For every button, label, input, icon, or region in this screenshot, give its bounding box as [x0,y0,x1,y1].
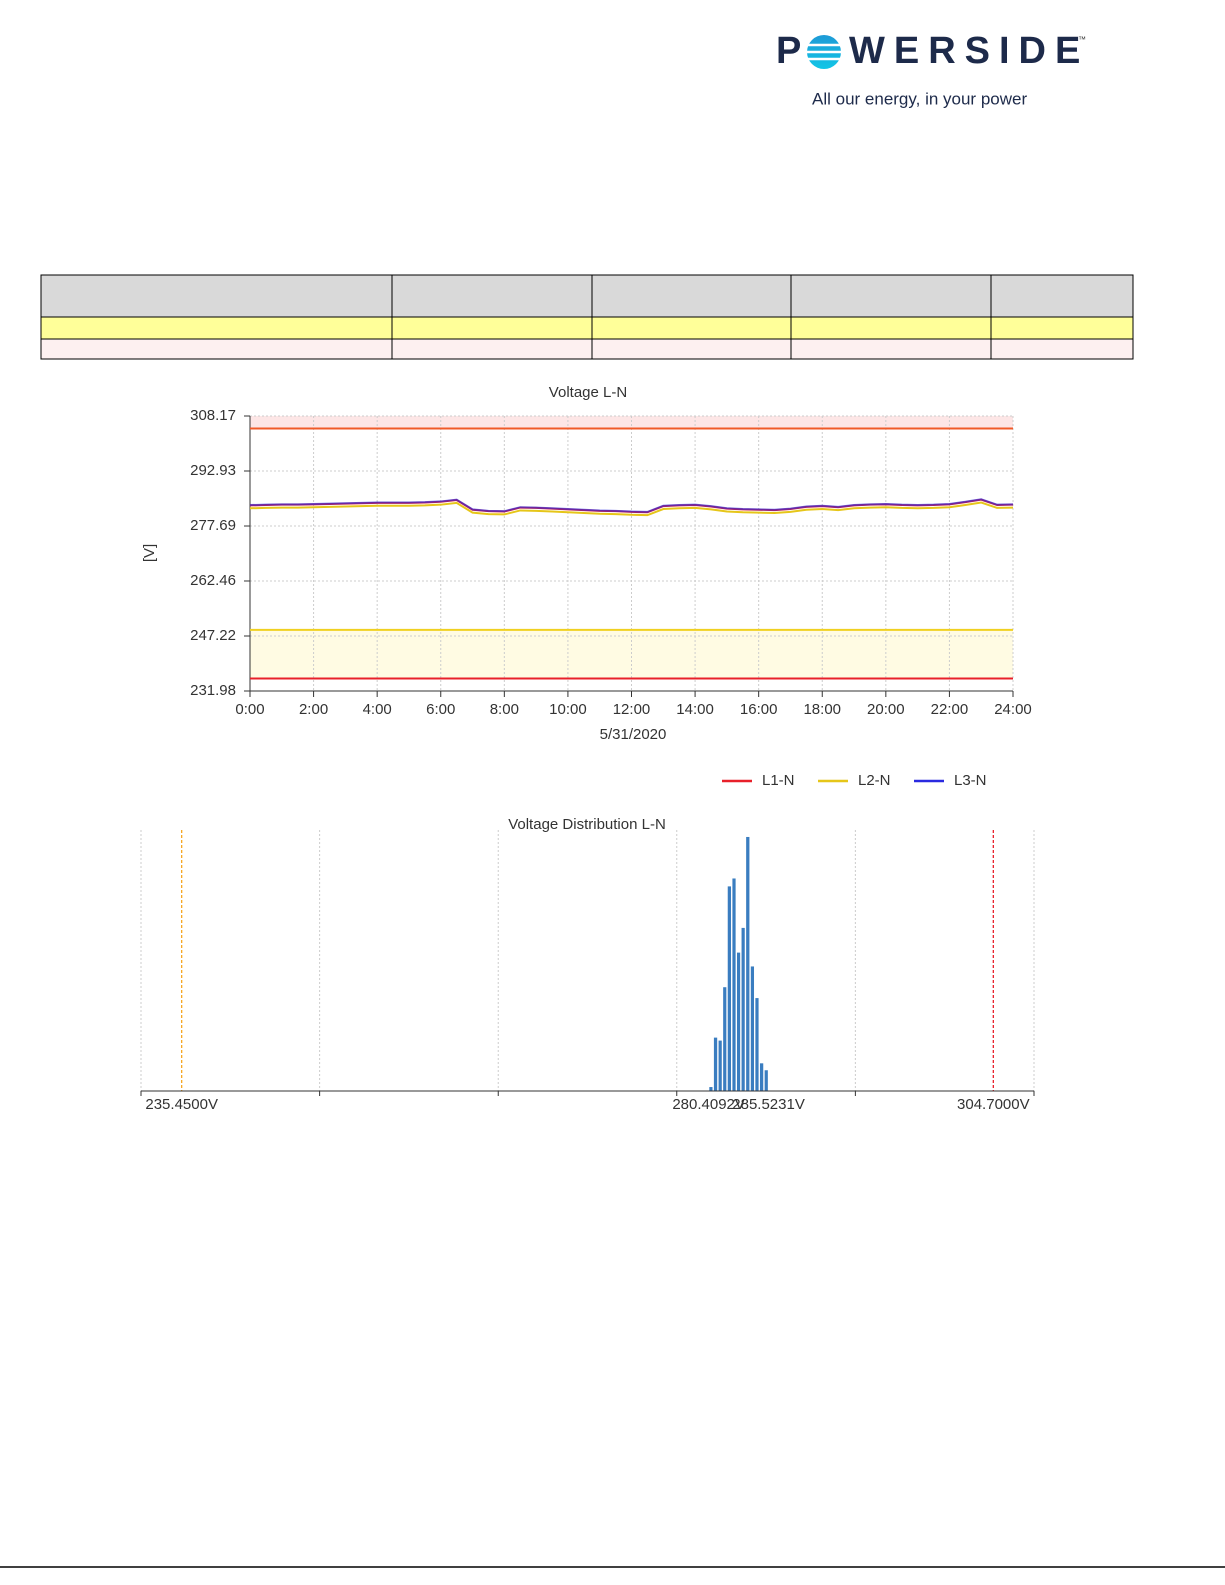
x-tick-label: 280.4092V [672,1096,745,1113]
x-tick-label: 8:00 [490,701,519,718]
x-tick-label: 304.7000V [957,1096,1030,1113]
y-tick-label: 308.17 [190,407,236,424]
bar [723,987,727,1091]
bar [732,878,736,1091]
bar [750,966,755,1091]
bar [759,1063,764,1091]
logo: P WERSIDE ™ All our energy, in your powe… [776,30,1089,108]
chart-title: Voltage Distribution L-N [508,816,666,833]
bar [709,1087,713,1091]
x-tick-label: 10:00 [549,701,587,718]
logo-left: P [776,30,810,72]
logo-right: WERSIDE [849,30,1089,72]
legend-label: L1-N [762,772,795,789]
x-tick-label: 235.4500V [145,1096,218,1113]
y-tick-label: 247.22 [190,627,236,644]
y-tick-label: 231.98 [190,682,236,699]
x-tick-label: 14:00 [676,701,714,718]
tagline: All our energy, in your power [812,89,1027,108]
logo-icon [807,35,841,69]
table [40,274,1134,360]
bar [764,1070,768,1091]
x-tick-label: 4:00 [363,701,392,718]
y-tick-label: 262.46 [190,572,236,589]
bar [718,1040,722,1091]
x-tick-label: 12:00 [613,701,651,718]
bar [727,886,732,1091]
x-tick-label: 24:00 [994,701,1032,718]
bar [741,927,745,1091]
x-tick-label: 18:00 [803,701,841,718]
y-axis-label: [V] [141,544,158,562]
x-tick-label: 285.5231V [732,1096,805,1113]
x-tick-label: 6:00 [426,701,455,718]
chart-title: Voltage L-N [549,384,627,401]
x-tick-label: 2:00 [299,701,328,718]
logo-mark: ™ [1078,35,1086,44]
bar [755,998,759,1091]
legend-label: L3-N [954,772,987,789]
y-tick-label: 292.93 [190,462,236,479]
bar [736,952,741,1091]
x-axis-label: 5/31/2020 [600,726,667,743]
y-tick-label: 277.69 [190,517,236,534]
band [250,629,1013,679]
legend-label: L2-N [858,772,891,789]
x-tick-label: 16:00 [740,701,778,718]
x-tick-label: 0:00 [235,701,264,718]
series-line [249,498,1014,513]
x-tick-label: 20:00 [867,701,905,718]
bar [713,1037,718,1091]
series-line [249,501,1014,517]
bar [746,836,750,1091]
x-tick-label: 22:00 [931,701,969,718]
